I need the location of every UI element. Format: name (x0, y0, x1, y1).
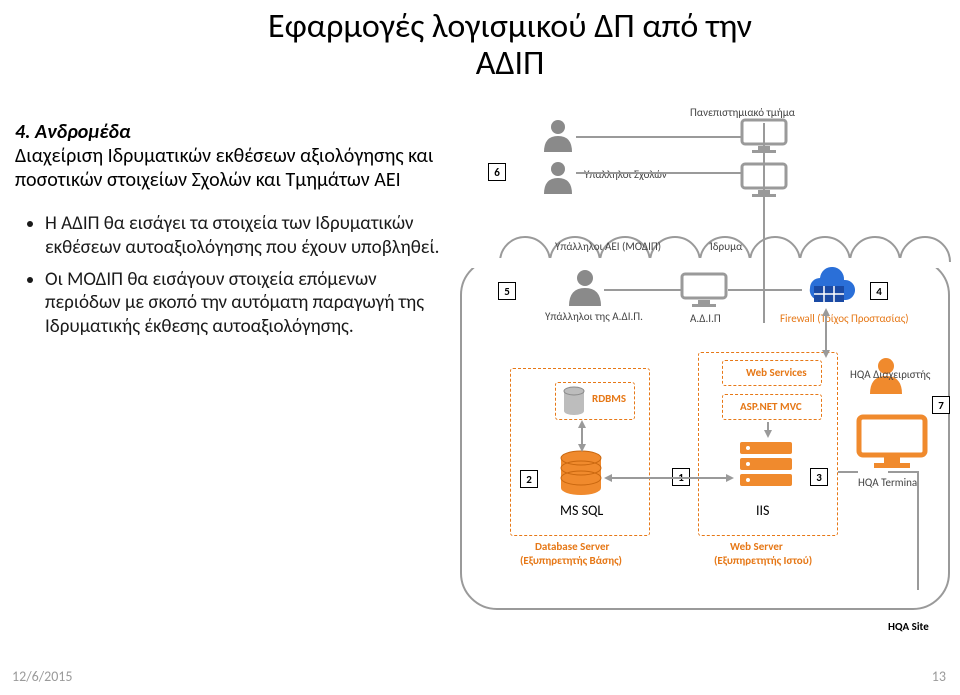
label-idryma: Ίδρυμα (710, 240, 742, 253)
database-server-icon (558, 450, 604, 496)
page-title: Εφαρμογές λογισμικού ΔΠ από την ΑΔΙΠ (70, 8, 950, 83)
monitor-icon (740, 118, 788, 154)
label-aspnet: ASP.NET MVC (740, 400, 802, 413)
database-icon (562, 386, 586, 416)
footer-date: 12/6/2015 (12, 668, 72, 685)
monitor-icon (740, 162, 788, 198)
line-person-monitor-top (576, 135, 741, 175)
person-icon (540, 160, 576, 194)
label-employees-adip: Υπάλληλοι της Α.ΔΙ.Π. (545, 310, 643, 323)
label-mssql: MS SQL (560, 502, 603, 519)
title-line-1: Εφαρμογές λογισμικού ΔΠ από την (268, 6, 752, 47)
label-webserver-1: Web Server (730, 540, 783, 553)
label-hqa-admin: HQA Διαχειριστής (850, 368, 930, 381)
arrow-fw-ws (820, 308, 832, 358)
box-7: 7 (932, 396, 950, 414)
line-hqa-site (888, 470, 948, 610)
label-webservices: Web Services (746, 366, 807, 379)
arrow-db-web (604, 472, 734, 484)
label-firewall: Firewall (Τοίχος Προστασίας) (780, 312, 909, 325)
box-6: 6 (488, 163, 506, 181)
label-iis: IIS (756, 502, 770, 519)
line-person-monitor-mid (604, 288, 682, 292)
section-heading: 4. Ανδρομέδα (15, 120, 445, 144)
monitor-icon (680, 272, 728, 308)
bullet-list: Η ΑΔΙΠ θα εισάγει τα στοιχεία των Ιδρυμα… (25, 212, 445, 339)
box-3: 3 (810, 468, 828, 486)
label-adip: Α.Δ.Ι.Π (690, 312, 721, 325)
label-dbserver-2: (Εξυπηρετητής Βάσης) (520, 554, 622, 567)
label-hqa-site: HQA Site (888, 620, 929, 633)
section-body: Διαχείριση Ιδρυματικών εκθέσεων αξιολόγη… (15, 144, 445, 192)
person-icon (540, 118, 576, 152)
box-2: 2 (520, 470, 538, 488)
line-ws-hqa (838, 442, 858, 502)
label-employees-aei: Υπάλληλοι ΑΕΙ (ΜΟΔΙΠ) (555, 240, 661, 253)
firewall-icon (800, 264, 856, 308)
box-4: 4 (870, 282, 888, 300)
person-icon (565, 268, 605, 306)
left-column: 4. Ανδρομέδα Διαχείριση Ιδρυματικών εκθέ… (15, 120, 445, 347)
web-server-icon (736, 436, 796, 496)
arrow-rdbms-db (576, 420, 588, 452)
line-adip-fw (728, 288, 802, 292)
bullet-item: Η ΑΔΙΠ θα εισάγει τα στοιχεία των Ιδρυμα… (45, 212, 445, 260)
label-rdbms: RDBMS (592, 392, 626, 405)
hqa-terminal-icon (856, 414, 928, 470)
title-line-2: ΑΔΙΠ (70, 45, 950, 82)
footer-page: 13 (932, 668, 946, 685)
label-univ-dept: Πανεπιστημιακό τμήμα (690, 106, 795, 119)
box-5: 5 (498, 282, 516, 300)
label-webserver-2: (Εξυπηρετητής Ιστού) (714, 554, 812, 567)
bullet-item: Οι ΜΟΔΙΠ θα εισάγουν στοιχεία επόμενων π… (45, 268, 445, 339)
label-dbserver-1: Database Server (535, 540, 609, 553)
arrow-wsvc-iis (762, 420, 774, 438)
